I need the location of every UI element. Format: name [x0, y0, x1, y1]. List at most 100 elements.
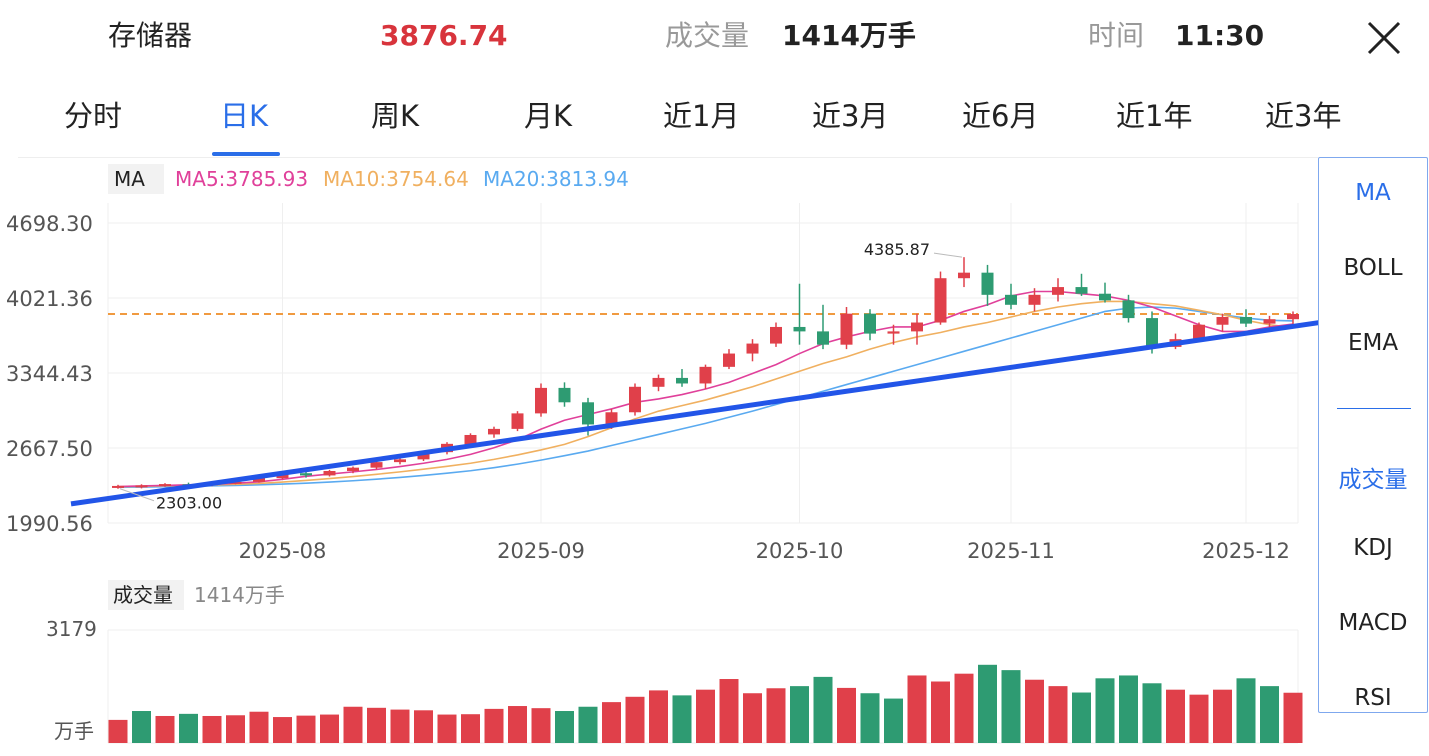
- indicator-ema[interactable]: EMA: [1347, 330, 1399, 356]
- candle: [488, 428, 500, 435]
- volume-bar: [578, 706, 598, 743]
- volume-bar: [860, 693, 880, 743]
- volume-bar: [202, 715, 222, 743]
- candle: [629, 386, 641, 413]
- tab-intraday[interactable]: 分时: [64, 99, 123, 133]
- price-annotations: 4385.87 2303.00: [119, 240, 963, 513]
- candles: [112, 257, 1299, 489]
- candle: [817, 331, 829, 345]
- tab-6-months[interactable]: 近6月: [962, 99, 1039, 133]
- candle: [770, 326, 782, 344]
- candle: [934, 278, 947, 323]
- candle: [229, 481, 242, 484]
- indicator-macd[interactable]: MACD: [1338, 610, 1408, 636]
- volume-tick-max: 3179: [46, 617, 97, 641]
- tab-3-years[interactable]: 近3年: [1265, 99, 1342, 133]
- volume-bar: [226, 715, 245, 743]
- x-tick-label: 2025-09: [497, 539, 585, 563]
- kline-chart[interactable]: MA MA5:3785.93 MA10:3754.64 MA20:3813.94…: [0, 160, 1318, 756]
- tab-weekly-k[interactable]: 周K: [371, 99, 420, 133]
- stock-name: 存储器: [108, 19, 193, 52]
- ma10-line: [117, 300, 1294, 488]
- volume-bar: [296, 715, 316, 743]
- volume-bar: [1283, 692, 1303, 743]
- indicator-rsi[interactable]: RSI: [1354, 685, 1392, 711]
- volume-header: 成交量 1414万手: [108, 580, 285, 610]
- candle: [699, 366, 712, 384]
- indicator-ma[interactable]: MA: [1355, 180, 1391, 206]
- candle: [887, 331, 900, 334]
- volume-bar: [531, 708, 551, 743]
- y-tick-label: 4021.36: [6, 287, 93, 311]
- candle: [464, 434, 477, 445]
- volume-bar: [155, 715, 175, 743]
- volume-bar: [1213, 689, 1232, 743]
- candle: [1052, 287, 1064, 295]
- volume-bar: [1095, 678, 1115, 743]
- volume-bar: [766, 688, 786, 743]
- tab-daily-k[interactable]: 日K: [220, 99, 269, 133]
- candle: [1263, 319, 1276, 324]
- candle: [723, 353, 735, 367]
- volume-bar: [672, 695, 692, 743]
- time-value: 11:30: [1175, 19, 1265, 52]
- candle: [605, 412, 618, 425]
- candle: [981, 272, 994, 295]
- legend-ma5: MA5:3785.93: [175, 167, 308, 191]
- tab-3-months[interactable]: 近3月: [812, 99, 889, 133]
- volume-bar: [273, 717, 292, 743]
- x-tick-label: 2025-10: [756, 539, 844, 563]
- candle: [535, 387, 547, 414]
- volume-label: 成交量: [665, 19, 750, 52]
- volume-bar: [437, 714, 457, 743]
- indicator-boll[interactable]: BOLL: [1343, 255, 1403, 281]
- candle: [652, 377, 665, 387]
- support-trend-line: [70, 320, 1318, 507]
- volume-bar: [1189, 694, 1209, 743]
- candle: [1193, 324, 1205, 340]
- ma-lines: [117, 290, 1294, 489]
- volume-bar: [954, 673, 974, 743]
- candle: [253, 477, 265, 482]
- low-annotation-leader: [119, 488, 155, 502]
- candle: [347, 467, 359, 471]
- volume-bar: [743, 693, 762, 743]
- candle: [1146, 318, 1158, 347]
- price-value: 3876.74: [380, 19, 508, 52]
- candle: [864, 313, 876, 334]
- tab-1-year[interactable]: 近1年: [1116, 99, 1193, 133]
- date-axis: 2025-08 2025-09 2025-10 2025-11 2025-12: [239, 539, 1290, 563]
- candle: [394, 459, 406, 463]
- y-tick-label: 3344.43: [6, 362, 93, 386]
- indicator-kdj[interactable]: KDJ: [1353, 535, 1393, 561]
- volume-bar: [790, 686, 809, 743]
- candle: [417, 452, 430, 460]
- volume-bar: [179, 713, 198, 743]
- x-tick-label: 2025-12: [1202, 539, 1290, 563]
- volume-bar: [837, 687, 856, 743]
- tab-monthly-k[interactable]: 月K: [524, 99, 573, 133]
- x-tick-label: 2025-11: [967, 539, 1055, 563]
- volume-bar: [132, 711, 151, 743]
- volume-bar: [931, 681, 950, 743]
- indicator-volume[interactable]: 成交量: [1338, 467, 1408, 493]
- volume-bar: [508, 706, 527, 743]
- volume-bar: [367, 707, 386, 743]
- candle: [112, 485, 124, 488]
- close-icon[interactable]: [1360, 14, 1408, 62]
- divider: [18, 157, 1318, 158]
- candle: [1075, 287, 1088, 294]
- y-tick-label: 4698.30: [6, 212, 93, 236]
- volume-bar: [813, 676, 833, 743]
- candle: [1028, 294, 1041, 305]
- period-tabs: 分时 日K 周K 月K 近1月 近3月 近6月 近1年 近3年: [0, 92, 1341, 158]
- candle: [746, 343, 759, 354]
- volume-bar: [1166, 689, 1185, 743]
- candle: [159, 484, 171, 487]
- candle: [511, 413, 524, 429]
- candle: [911, 322, 923, 332]
- volume-bar: [390, 709, 410, 743]
- volume-bar: [1236, 678, 1256, 743]
- tab-1-month[interactable]: 近1月: [663, 99, 740, 133]
- candle: [958, 272, 970, 279]
